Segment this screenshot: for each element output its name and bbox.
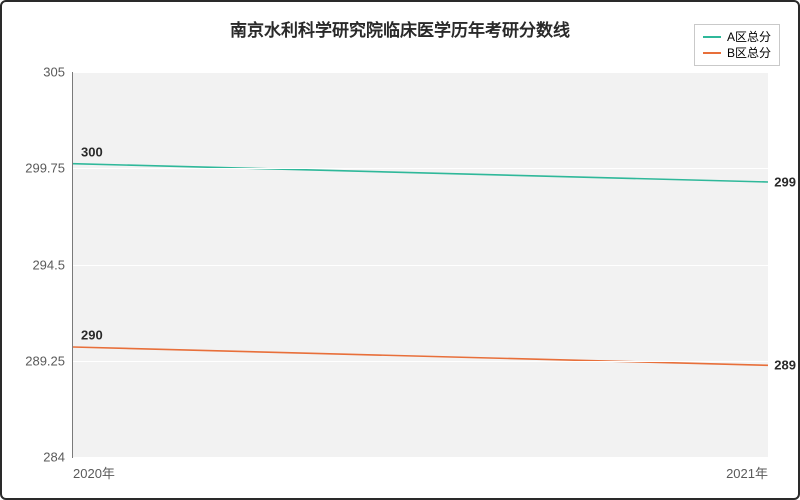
- series-line: [73, 164, 768, 182]
- y-tick-label: 289.25: [25, 353, 73, 368]
- gridline: [73, 72, 768, 73]
- gridline: [73, 168, 768, 169]
- data-label: 299: [772, 175, 798, 190]
- data-label: 290: [79, 328, 105, 343]
- chart-container: 南京水利科学研究院临床医学历年考研分数线 A区总分 B区总分 284289.25…: [0, 0, 800, 500]
- y-tick-label: 284: [43, 450, 73, 465]
- series-line: [73, 347, 768, 365]
- gridline: [73, 265, 768, 266]
- legend-swatch-a: [703, 36, 721, 38]
- gridline: [73, 457, 768, 458]
- y-tick-label: 305: [43, 65, 73, 80]
- chart-title: 南京水利科学研究院临床医学历年考研分数线: [230, 16, 570, 41]
- legend-label: B区总分: [727, 45, 771, 61]
- gridline: [73, 361, 768, 362]
- data-label: 300: [79, 145, 105, 160]
- plot-area: 284289.25294.5299.753052020年2021年3002992…: [72, 72, 768, 458]
- data-label: 289: [772, 358, 798, 373]
- legend: A区总分 B区总分: [694, 24, 780, 66]
- legend-label: A区总分: [727, 29, 771, 45]
- legend-swatch-b: [703, 52, 721, 54]
- y-tick-label: 299.75: [25, 161, 73, 176]
- x-tick-label: 2020年: [73, 457, 115, 482]
- y-tick-label: 294.5: [32, 257, 73, 272]
- legend-item: A区总分: [703, 29, 771, 45]
- x-tick-label: 2021年: [726, 457, 768, 482]
- legend-item: B区总分: [703, 45, 771, 61]
